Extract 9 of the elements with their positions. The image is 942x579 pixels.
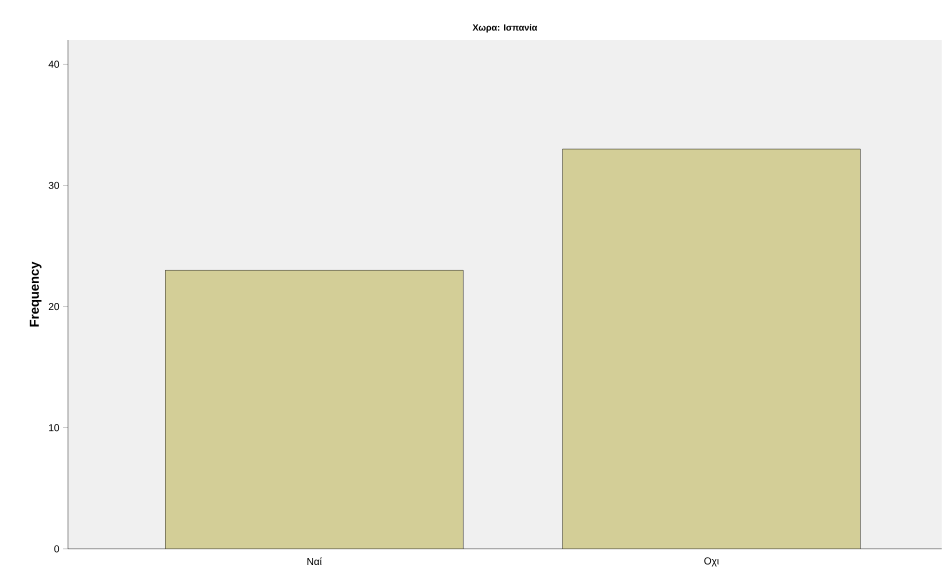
y-tick-label: 0 (54, 545, 60, 552)
y-tick-label: 20 (48, 303, 60, 310)
y-tick-label: 40 (48, 60, 60, 68)
y-tick-label: 10 (49, 424, 60, 432)
chart-title: Χωρα: Ισπανία (472, 24, 538, 33)
x-tick-label: Ναί (307, 557, 322, 566)
y-tick-label: 30 (48, 182, 60, 189)
x-tick-label: Οχι (704, 557, 719, 567)
y-axis-title: Frequency (30, 262, 42, 326)
